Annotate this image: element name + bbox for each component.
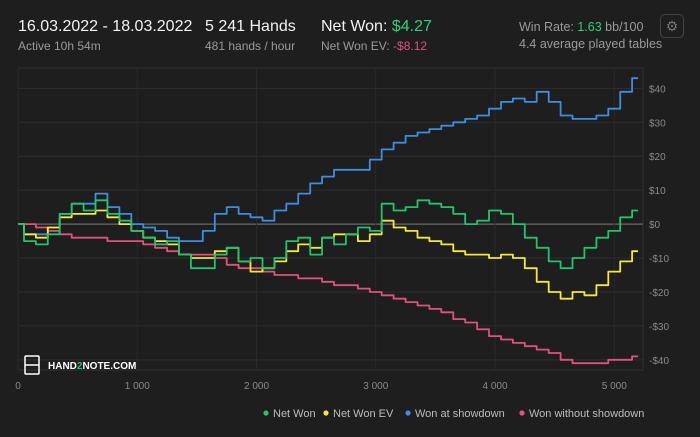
legend-marker: [323, 410, 329, 416]
gear-icon[interactable]: ⚙: [660, 14, 684, 38]
win-rate: Win Rate: 1.63 bb/100: [519, 20, 643, 34]
y-axis: $40 $30 $20 $10 $0 -$10 -$20 -$30 -$40: [649, 84, 669, 366]
net-won-ev-value: -$8.12: [393, 39, 428, 53]
y-tick-label: -$30: [649, 322, 669, 333]
plot-frame: [17, 67, 644, 371]
net-won-label: Net Won:: [321, 18, 392, 35]
x-tick-label: 2 000: [244, 381, 269, 392]
y-tick-label: $30: [649, 118, 666, 129]
y-tick-label: $0: [649, 220, 661, 231]
legend-item[interactable]: Won without showdown: [529, 408, 644, 420]
win-rate-label: Win Rate:: [519, 20, 578, 34]
series-line-won-without-showdown: [18, 223, 639, 365]
summary-header: 16.03.2022 - 18.03.2022 Active 10h 54m 5…: [0, 0, 700, 60]
x-tick-label: 5 000: [602, 381, 627, 392]
y-tick-label: -$10: [649, 254, 669, 265]
win-rate-unit: bb/100: [601, 20, 644, 34]
grid: [17, 67, 644, 371]
net-won-ev: Net Won EV: -$8.12: [321, 39, 427, 53]
hands-count: 5 241 Hands: [205, 18, 296, 35]
series-lines: [18, 77, 639, 365]
net-won-value: $4.27: [391, 18, 432, 35]
x-tick-label: 1 000: [125, 381, 150, 392]
y-tick-label: $20: [649, 152, 666, 163]
series-line-won-at-showdown: [18, 77, 639, 242]
x-tick-label: 3 000: [363, 381, 388, 392]
legend-marker: [405, 410, 411, 416]
y-tick-label: -$40: [649, 356, 669, 367]
hands-per-hour: 481 hands / hour: [205, 39, 296, 53]
y-tick-label: -$20: [649, 288, 669, 299]
x-tick-label: 4 000: [482, 381, 507, 392]
logo-text: HAND2NOTE.COM: [48, 361, 136, 372]
series-line-net-won: [18, 199, 639, 270]
date-range: 16.03.2022 - 18.03.2022: [18, 18, 193, 35]
legend: Net Won Net Won EV Won at showdown Won with…: [263, 408, 644, 420]
legend-item[interactable]: Net Won: [273, 408, 316, 420]
hand2note-logo: HAND2NOTE.COM: [24, 355, 136, 375]
legend-item[interactable]: Won at showdown: [415, 408, 505, 420]
x-tick-label: 0: [15, 381, 21, 392]
net-won: Net Won: $4.27: [321, 18, 432, 36]
win-rate-value: 1.63: [577, 20, 602, 34]
legend-marker: [263, 410, 269, 416]
x-axis: 0 1 000 2 000 3 000 4 000 5 000: [15, 381, 627, 392]
y-tick-label: $10: [649, 186, 666, 197]
average-tables: 4.4 average played tables: [519, 37, 663, 51]
active-time: Active 10h 54m: [18, 39, 101, 53]
net-won-ev-label: Net Won EV:: [321, 39, 394, 53]
y-tick-label: $40: [649, 84, 666, 95]
legend-item[interactable]: Net Won EV: [333, 408, 394, 420]
legend-marker: [519, 410, 525, 416]
